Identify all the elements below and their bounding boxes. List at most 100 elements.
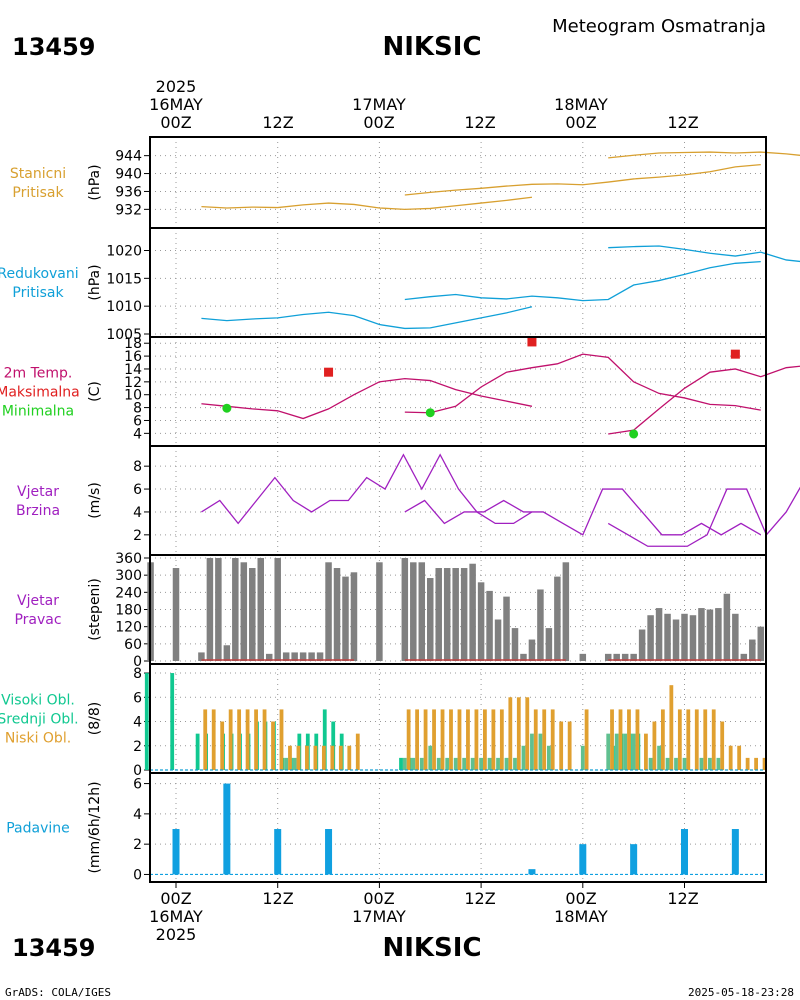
wind-dir-bar (299, 652, 307, 661)
panel-wind_speed: 2 4 6 8 (m/s) Vjetar Brzina (16, 445, 800, 556)
cloud-bar (550, 709, 555, 770)
y-tick-label: 6 (133, 777, 142, 793)
cloud-bar (542, 709, 547, 770)
cloud-bar (220, 721, 225, 770)
y-tick-label: 1020 (106, 243, 142, 259)
top-time-labels: 2025 16MAY 17MAY 18MAY 00Z 12Z 00Z 12Z 0… (149, 77, 699, 132)
panel-label-line: Stanicni (10, 166, 66, 182)
cloud-bar (440, 709, 445, 770)
cloud-bar (470, 757, 475, 770)
cloud-bar (499, 709, 504, 770)
precip-bar (325, 829, 333, 875)
min-temp-marker (222, 403, 232, 413)
wind-dir-bar (647, 615, 654, 661)
cloud-bar (453, 757, 458, 770)
wind-dir-bar (240, 562, 248, 661)
cloud-bar (584, 709, 589, 770)
cloud-bar (513, 757, 517, 770)
wind-dir-bar (435, 568, 442, 661)
wind-dir-bar (621, 653, 629, 661)
wind-dir-bar (477, 582, 485, 661)
wind-dir-bar (401, 558, 409, 661)
panel-cloud_cover: 0 2 4 6 8 (8/8) Visoki Obl. Srednji Obl. Niski O… (0, 663, 767, 779)
panel-label-line: Pritisak (12, 185, 64, 201)
wind-dir-bar (291, 652, 298, 661)
cloud-bar (538, 733, 543, 770)
cloud-bar (402, 757, 407, 770)
y-tick-label: 1010 (106, 299, 142, 315)
cloud-bar (436, 757, 441, 770)
y-tick-label: 18 (124, 336, 142, 352)
cloud-bar (547, 745, 551, 770)
cloud-bar (313, 745, 318, 770)
cloud-bar (580, 745, 585, 770)
wind-dir-bar (511, 628, 519, 661)
wind-dir-bar (562, 562, 570, 661)
wind-dir-bar (215, 558, 222, 661)
day-label-bottom-1: 17MAY (352, 907, 406, 926)
panel-label-line: Pritisak (12, 285, 64, 301)
cloud-bar (355, 733, 360, 770)
wind-dir-bar (655, 608, 663, 661)
cloud-bar (623, 733, 628, 770)
wind-dir-bar (537, 589, 544, 661)
cloud-bar (338, 745, 343, 770)
cloud-bar (237, 709, 242, 770)
wind-dir-bar (520, 653, 527, 661)
max-temp-marker (730, 349, 740, 359)
cloud-bar (284, 757, 289, 770)
panel-label-line: 2m Temp. (4, 366, 73, 382)
wind-dir-bar (664, 613, 671, 661)
cloud-bar (533, 709, 538, 770)
hour-label-top-3: 12Z (464, 113, 495, 132)
min-temp-marker (629, 429, 639, 439)
y-tick-label: 12 (124, 375, 142, 391)
cloud-bar (699, 757, 704, 770)
wind-dir-bar (282, 652, 290, 661)
y-tick-label: 6 (133, 482, 142, 498)
cloud-bar (660, 709, 665, 770)
cloud-bar (445, 757, 450, 770)
cloud-bar (466, 709, 470, 770)
cloud-bar (614, 733, 619, 770)
panel-label-line: Srednji Obl. (0, 712, 79, 728)
y-tick-label: 944 (115, 149, 142, 165)
cloud-bar (415, 709, 419, 770)
wind-dir-bar (698, 608, 705, 661)
panel-label-line: Niski Obl. (5, 731, 71, 747)
hour-label-top-1: 12Z (262, 113, 293, 132)
wind-dir-bar (554, 576, 561, 661)
cloud-bar (245, 709, 250, 770)
hour-label-top-4: 00Z (565, 113, 596, 132)
min-temp-marker (425, 408, 435, 418)
panel-label-line: Minimalna (2, 404, 74, 420)
wind-dir-bar (579, 653, 587, 661)
wind-dir-bar (604, 653, 612, 661)
wind-dir-bar (376, 562, 383, 661)
cloud-bar (652, 721, 657, 770)
series-line (607, 486, 800, 547)
y-tick-label: 0 (133, 867, 142, 883)
hour-label-top-5: 12Z (667, 113, 698, 132)
wind-dir-bar (528, 639, 536, 661)
wind-dir-bar (452, 568, 459, 661)
y-tick-label: 932 (115, 202, 142, 218)
y-tick-label: 60 (124, 637, 142, 653)
cloud-bar (631, 733, 636, 770)
series-line (201, 196, 533, 210)
y-axis-label: (m/s) (87, 482, 103, 519)
wind-dir-bar (706, 609, 714, 661)
wind-dir-bar (672, 619, 680, 661)
y-axis-label: (hPa) (87, 264, 103, 300)
day-label-bottom-0: 16MAY (149, 907, 203, 926)
wind-dir-bar (689, 615, 697, 661)
cloud-bar (728, 745, 733, 770)
panel-label-line: Brzina (16, 503, 60, 519)
y-tick-label: 4 (133, 715, 142, 731)
wind-dir-bar (503, 596, 510, 661)
wind-dir-bar (613, 653, 620, 661)
cloud-bar (610, 709, 614, 770)
wind-dir-bar (325, 562, 332, 661)
wind-dir-bar (342, 576, 349, 661)
